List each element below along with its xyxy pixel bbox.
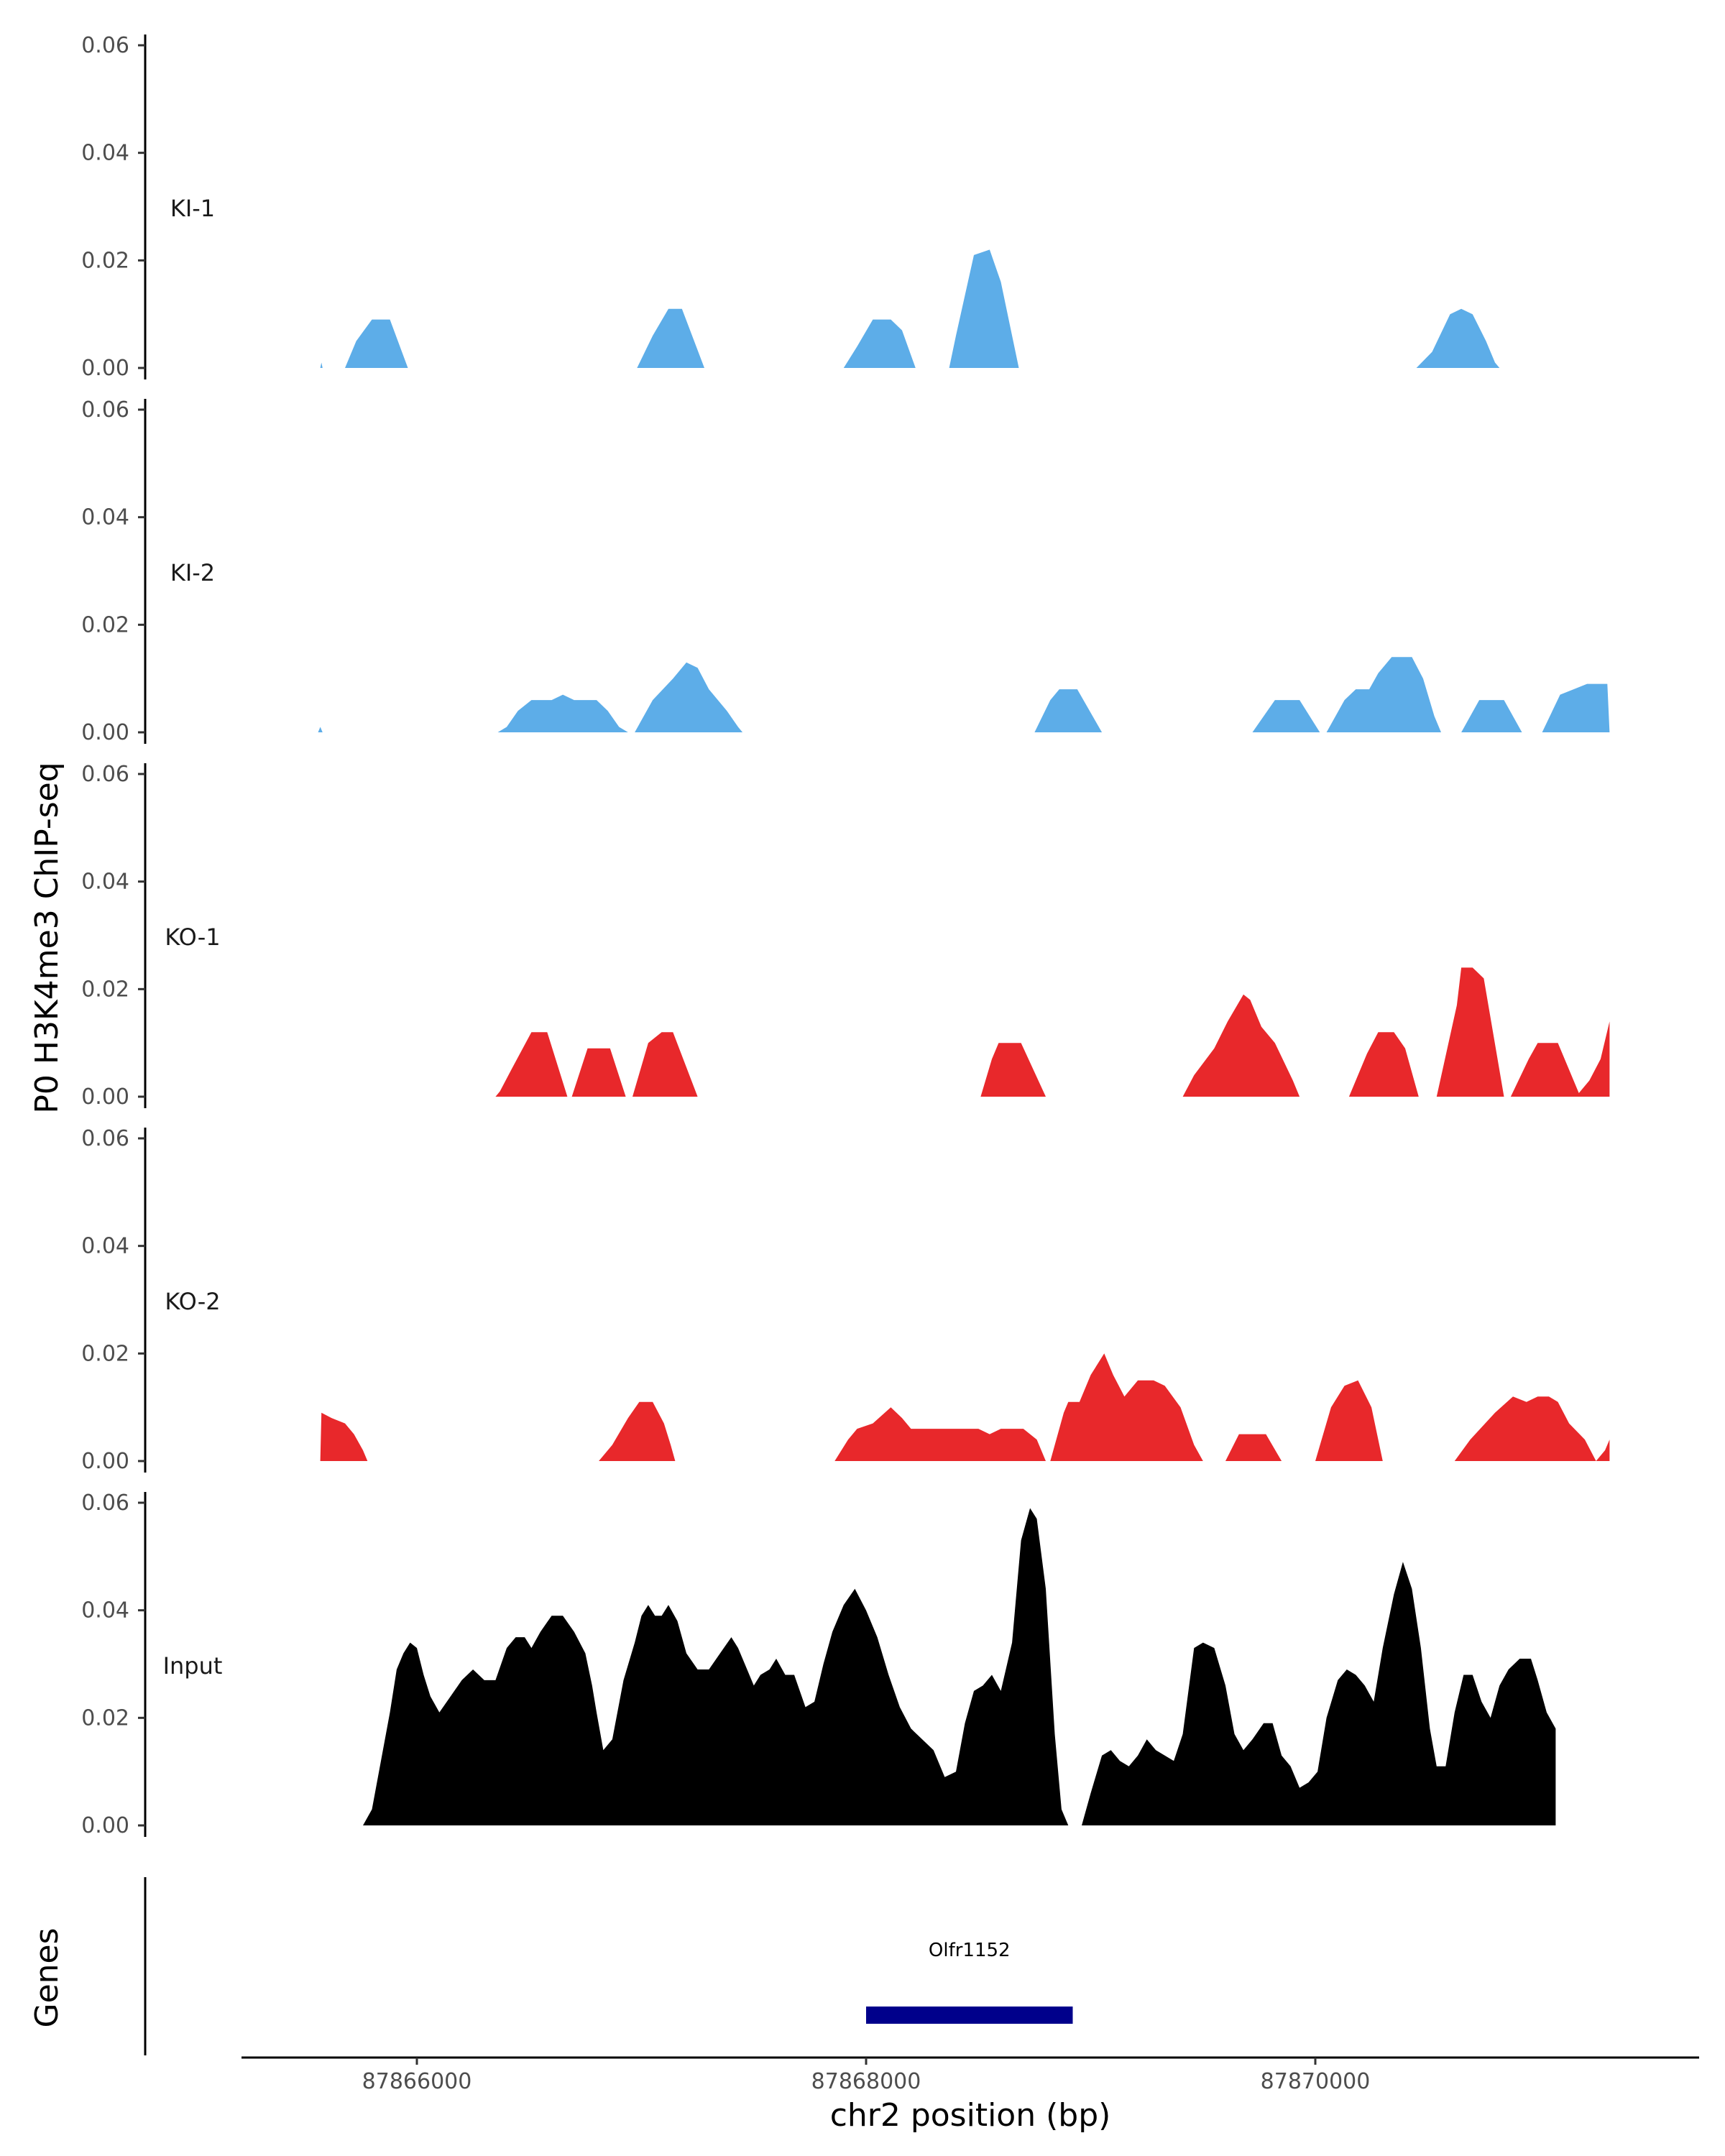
signal-area-input xyxy=(363,1508,1556,1825)
x-axis-title: chr2 position (bp) xyxy=(830,2097,1111,2134)
y-tick-label: 0.02 xyxy=(81,977,129,1002)
y-tick-label: 0.00 xyxy=(81,1813,129,1838)
genes-title: Genes xyxy=(29,1927,65,2027)
x-tick-label: 87866000 xyxy=(362,2069,472,2094)
y-axis-title: P0 H3K4me3 ChIP-seq xyxy=(29,762,65,1113)
track-label: Input xyxy=(163,1652,223,1680)
x-tick-label: 87868000 xyxy=(811,2069,921,2094)
y-tick-label: 0.02 xyxy=(81,1341,129,1366)
signal-area-ki-2 xyxy=(318,657,1610,732)
y-tick-label: 0.00 xyxy=(81,720,129,745)
y-tick-label: 0.04 xyxy=(81,141,129,166)
y-tick-label: 0.02 xyxy=(81,612,129,637)
y-tick-label: 0.04 xyxy=(81,1598,129,1623)
y-tick-label: 0.04 xyxy=(81,870,129,895)
signal-area-ki-1 xyxy=(320,249,1500,368)
y-tick-label: 0.02 xyxy=(81,1705,129,1731)
y-tick-label: 0.00 xyxy=(81,1084,129,1110)
y-tick-label: 0.04 xyxy=(81,505,129,530)
genes-panel: Genes Olfr1152 xyxy=(29,1877,1073,2055)
gene-body xyxy=(866,2007,1073,2024)
gene-label: Olfr1152 xyxy=(929,1940,1011,1961)
y-tick-label: 0.04 xyxy=(81,1234,129,1259)
signal-area-ko-2 xyxy=(320,1353,1610,1461)
y-tick-label: 0.00 xyxy=(81,1449,129,1474)
y-tick-label: 0.00 xyxy=(81,356,129,381)
strand-arrow-icon xyxy=(868,2008,878,2022)
y-tick-label: 0.06 xyxy=(81,762,129,787)
x-axis: 87866000 87868000 87870000 chr2 position (… xyxy=(242,2056,1699,2134)
y-tick-label: 0.02 xyxy=(81,248,129,273)
track-panel-ki-2: 0.00 0.02 0.04 0.06 KI-2 xyxy=(81,397,1610,745)
x-tick-label: 87870000 xyxy=(1261,2069,1371,2094)
y-tick-label: 0.06 xyxy=(81,33,129,58)
track-label: KI-2 xyxy=(170,559,215,586)
track-panel-ko-2: 0.00 0.02 0.04 0.06 KO-2 xyxy=(81,1126,1610,1474)
track-label: KO-2 xyxy=(165,1288,220,1315)
track-panel-ko-1: 0.00 0.02 0.04 0.06 KO-1 xyxy=(81,762,1610,1110)
y-tick-label: 0.06 xyxy=(81,1491,129,1516)
track-panel-input: 0.00 0.02 0.04 0.06 Input xyxy=(81,1491,1556,1838)
y-tick-label: 0.06 xyxy=(81,1126,129,1151)
y-tick-label: 0.06 xyxy=(81,397,129,423)
signal-area-ko-1 xyxy=(495,967,1610,1097)
track-panels: 0.00 0.02 0.04 0.06 KI-1 0.00 0.02 0.04 0.06 KI-2… xyxy=(81,33,1610,1838)
track-label: KO-1 xyxy=(165,923,220,951)
track-label: KI-1 xyxy=(170,195,215,222)
track-panel-ki-1: 0.00 0.02 0.04 0.06 KI-1 xyxy=(81,33,1500,381)
